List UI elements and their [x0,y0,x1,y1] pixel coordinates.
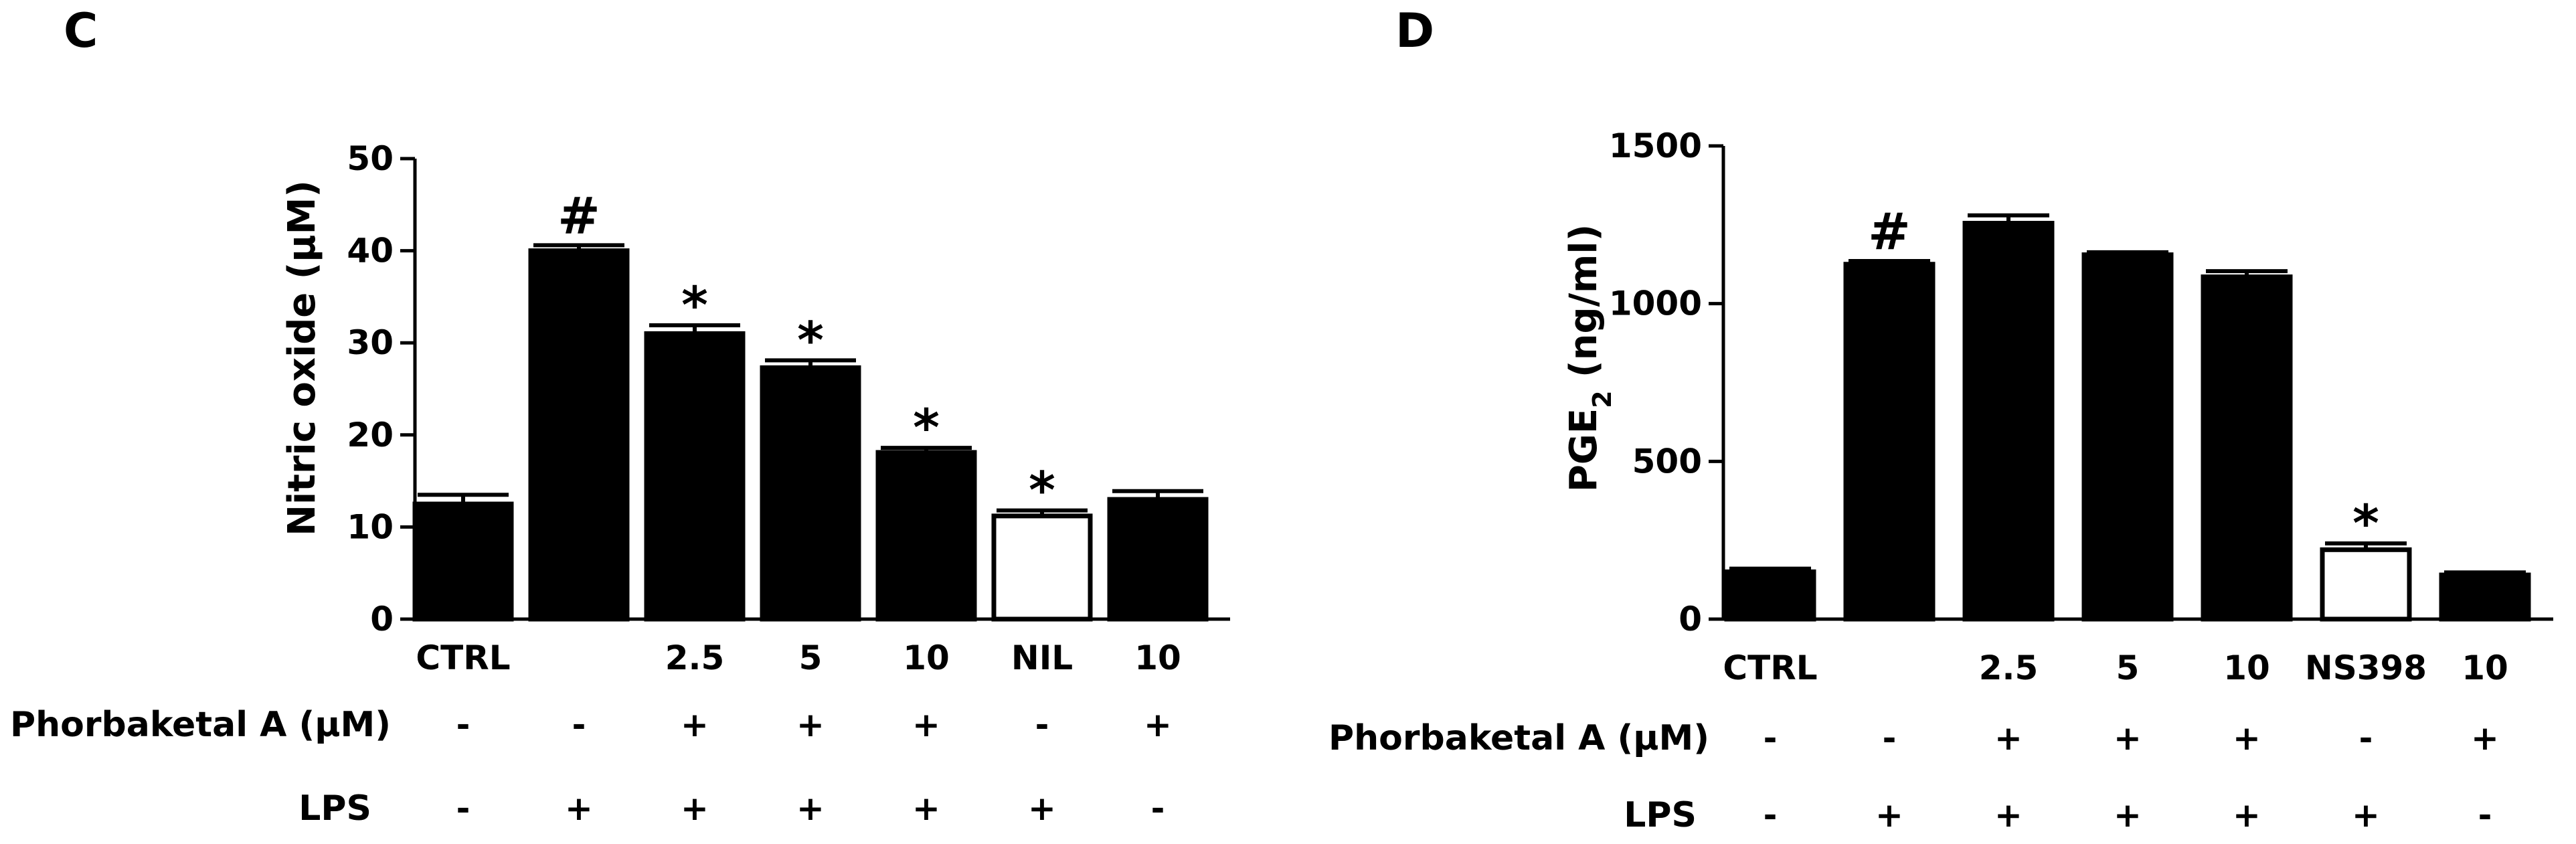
panel-c-bar [644,331,746,622]
panel-d-plot: 0 500 1000 1500 CTRL - - # - +2.5 + +5 + +10 + + * NS398 -… [1609,126,2553,835]
panel-d-y-axis-label: PGE2 (ng/ml) [1562,224,1617,492]
panel-d-treatment-sign: + [2114,719,2142,758]
panel-d-treatment-sign: + [2233,719,2261,758]
panel-d-treatment-sign: + [2352,796,2380,835]
panel-c-treatment-sign: - [1151,789,1165,828]
panel-c-treatment-sign: + [796,789,825,828]
panel-d-treatment-sign: - [2478,796,2492,835]
panel-d-y-axis-label-main: PGE [1562,408,1606,492]
panel-d-category-label: 10 [2462,649,2508,687]
panel-c-row-label-phorbaketal: Phorbaketal A (μM) [10,705,391,745]
panel-d-bar [2320,547,2412,622]
panel-d-row-label-phorbaketal: Phorbaketal A (μM) [1328,718,1709,758]
panel-d-row-label-lps: LPS [1624,795,1697,835]
panel-c-treatment-sign: - [1035,705,1049,744]
panel-c-y-tick-label: 40 [347,232,394,270]
panel-c-significance-marker: * [913,398,940,457]
panel-c-treatment-sign: + [1144,705,1172,744]
panel-d-treatment-sign: - [1764,719,1778,758]
panel-d-treatment-sign: + [1994,796,2023,835]
panel-d-category-label: 2.5 [1979,649,2039,687]
panel-c-category-label: 5 [799,639,823,677]
panel-d-category-label: CTRL [1723,649,1817,687]
panel-d-y-tick-label: 0 [1679,600,1702,639]
panel-d-treatment-sign: + [2233,796,2261,835]
panel-c-y-axis-label: Nitric oxide (μM) [280,180,324,536]
panel-d-y-tick-label: 500 [1632,442,1702,481]
panel-d-letter: D [1395,3,1434,58]
panel-d-y-axis-label-subscript: 2 [1587,390,1617,408]
panel-c-treatment-sign: + [565,789,593,828]
panel-d-treatment-sign: - [1764,796,1778,835]
panel-c-y-tick-label: 10 [347,507,394,546]
panel-c-y-tick-label: 0 [370,600,394,639]
panel-c-bar [991,513,1093,622]
panel-d-bar [1724,569,1816,622]
panel-d-treatment-sign: - [2359,719,2373,758]
panel-d-treatment-sign: + [2471,719,2499,758]
panel-c-row-label-lps: LPS [298,788,371,829]
panel-c-bar [528,248,630,622]
panel-d-bar [2201,274,2293,622]
panel-d-treatment-sign: + [1875,796,1903,835]
panel-d-significance-marker: # [1868,201,1911,261]
panel-c-category-label: 2.5 [665,639,725,677]
panel-d-category-label: NS398 [2305,649,2427,687]
panel-c-treatment-sign: - [456,789,470,828]
panel-d-bar [2439,572,2531,622]
panel-c-bar [760,365,861,622]
panel-d-bar [2081,252,2174,622]
panel-d-y-tick-label: 1000 [1609,284,1702,323]
panel-c-treatment-sign: + [1028,789,1056,828]
panel-c-significance-marker: * [797,310,824,369]
panel-c-treatment-sign: + [796,705,825,744]
panel-c-significance-marker: # [557,185,600,245]
panel-d-treatment-sign: + [1994,719,2023,758]
panel-d-treatment-sign: - [1883,719,1897,758]
panel-c-significance-marker: * [1029,460,1055,520]
panel-d-category-label: 10 [2223,649,2270,687]
panel-d-category-label: 5 [2116,649,2140,687]
panel-c-treatment-sign: - [572,705,586,744]
panel-c-plot: 0 10 20 30 40 50 CTRL - - # - + * 2.5 + + * 5 + + * 10 + + * NIL -… [347,139,1230,828]
panel-c-category-label: 10 [1134,639,1181,677]
chart-marks: 01020304050CTRL--#-+*2.5++*5++*10++*NIL-… [347,126,2553,835]
panel-c-treatment-sign: + [912,789,940,828]
panel-d-bar [1843,262,1936,622]
panel-c-bar [412,501,514,622]
panel-c-treatment-sign: - [456,705,470,744]
panel-d-bar [1962,220,2055,622]
panel-c-y-tick-label: 50 [347,139,394,178]
panel-c-significance-marker: * [681,275,708,335]
panel-c-category-label: 10 [903,639,950,677]
panel-c-bar [1107,497,1209,622]
panel-c-treatment-sign: + [681,705,709,744]
panel-c-letter: C [64,3,98,58]
panel-c-y-tick-label: 30 [347,323,394,362]
panel-c-category-label: NIL [1011,639,1073,677]
panel-d-significance-marker: * [2352,493,2379,553]
panel-d-treatment-sign: + [2114,796,2142,835]
panel-c-treatment-sign: + [681,789,709,828]
panel-c-treatment-sign: + [912,705,940,744]
panel-c-category-label: CTRL [416,639,510,677]
panel-d-y-axis-label-unit: (ng/ml) [1562,224,1606,391]
panel-c-y-tick-label: 20 [347,416,394,454]
panel-d-y-tick-label: 1500 [1609,126,1702,165]
panel-c-bar [875,450,977,622]
